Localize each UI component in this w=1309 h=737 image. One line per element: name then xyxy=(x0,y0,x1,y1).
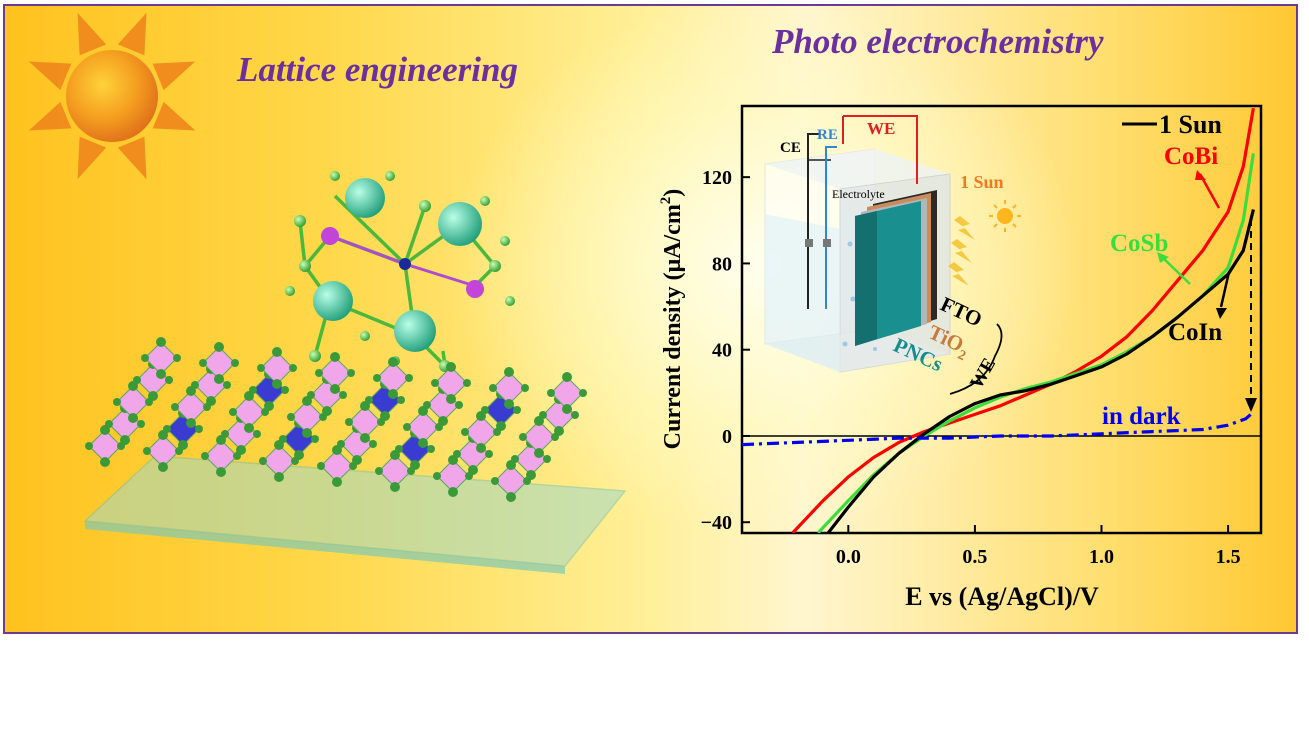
y-axis-label-sup: 2 xyxy=(658,197,674,205)
y-tick-label: −40 xyxy=(701,512,732,534)
sun-icon xyxy=(28,12,196,180)
x-tick-label: 0.0 xyxy=(836,546,861,568)
inset-1-sun-label: 1 Sun xyxy=(960,172,1004,192)
label-cobi: CoBi xyxy=(1164,143,1218,170)
y-tick-label: 80 xyxy=(712,253,732,275)
inset-electrolyte-label: Electrolyte xyxy=(832,187,885,201)
arrow-cobi-head xyxy=(1195,170,1206,180)
y-tick-label: 40 xyxy=(712,340,732,362)
legend-label-1-sun: 1 Sun xyxy=(1159,110,1222,139)
plot-frame xyxy=(740,104,1263,535)
lattice-illustration xyxy=(83,171,627,574)
inset-re-label: RE xyxy=(817,127,838,143)
x-axis-label: E vs (Ag/AgCl)/V xyxy=(905,582,1099,611)
arrow-cosb-head xyxy=(1157,252,1169,263)
x-tick-label: 1.5 xyxy=(1216,546,1241,568)
inset-ce-label: CE xyxy=(780,140,801,156)
inset-light-icon xyxy=(948,216,975,286)
series-coin xyxy=(826,209,1255,533)
series-dark xyxy=(742,410,1255,447)
y-tick-label: 120 xyxy=(702,167,732,189)
arrow-coin-head xyxy=(1216,308,1227,319)
x-tick-label: 1.0 xyxy=(1089,546,1114,568)
label-dark: in dark xyxy=(1102,403,1181,430)
y-axis-label: Current density (μA/cm2) xyxy=(658,189,686,450)
jv-chart: −40 0 40 80 120 0.0 0.5 1.0 1.5 Current density… xyxy=(658,104,1263,611)
pec-cell-inset: CE RE WE Electrolyte 1 Sun FTO TiO2 xyxy=(764,115,1021,395)
label-cosb: CoSb xyxy=(1110,230,1168,257)
x-tick-label: 0.5 xyxy=(962,546,987,568)
arrow-cosb xyxy=(1161,256,1191,285)
left-title: Lattice engineering xyxy=(237,50,518,89)
inset-we-label: WE xyxy=(867,119,895,138)
dark-arrow-head xyxy=(1245,398,1257,412)
inset-we-side-label: WE xyxy=(966,355,1000,393)
arrow-coin xyxy=(1219,271,1231,308)
label-coin: CoIn xyxy=(1168,319,1222,346)
series-cobi xyxy=(791,107,1255,533)
right-title: Photo electrochemistry xyxy=(772,22,1104,61)
y-tick-label: 0 xyxy=(722,426,732,448)
inset-sun-icon xyxy=(989,200,1021,232)
graphical-abstract-panel: Lattice engineering Photo electrochemist… xyxy=(3,4,1298,634)
